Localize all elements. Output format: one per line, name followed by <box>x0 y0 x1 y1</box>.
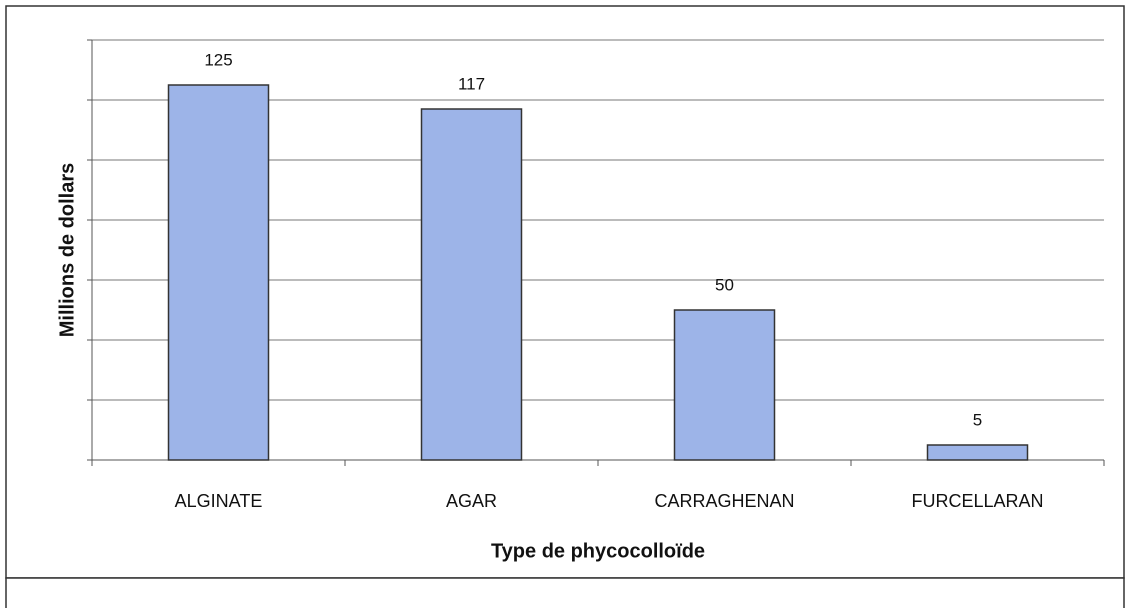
x-tick-label: FURCELLARAN <box>911 491 1043 511</box>
y-axis-title: Millions de dollars <box>56 163 78 337</box>
lower-frame <box>5 577 1125 608</box>
bar <box>673 309 776 461</box>
data-label: 125 <box>204 50 232 69</box>
bar <box>420 108 523 461</box>
data-label: 117 <box>458 74 485 93</box>
x-tick-label: ALGINATE <box>175 491 263 511</box>
bar <box>167 84 270 461</box>
data-label: 50 <box>715 275 734 294</box>
x-axis-title: Type de phycocolloïde <box>491 540 705 562</box>
x-tick-label: AGAR <box>446 491 497 511</box>
x-tick-label: CARRAGHENAN <box>654 491 794 511</box>
bar <box>926 444 1029 461</box>
data-label: 5 <box>973 410 982 429</box>
